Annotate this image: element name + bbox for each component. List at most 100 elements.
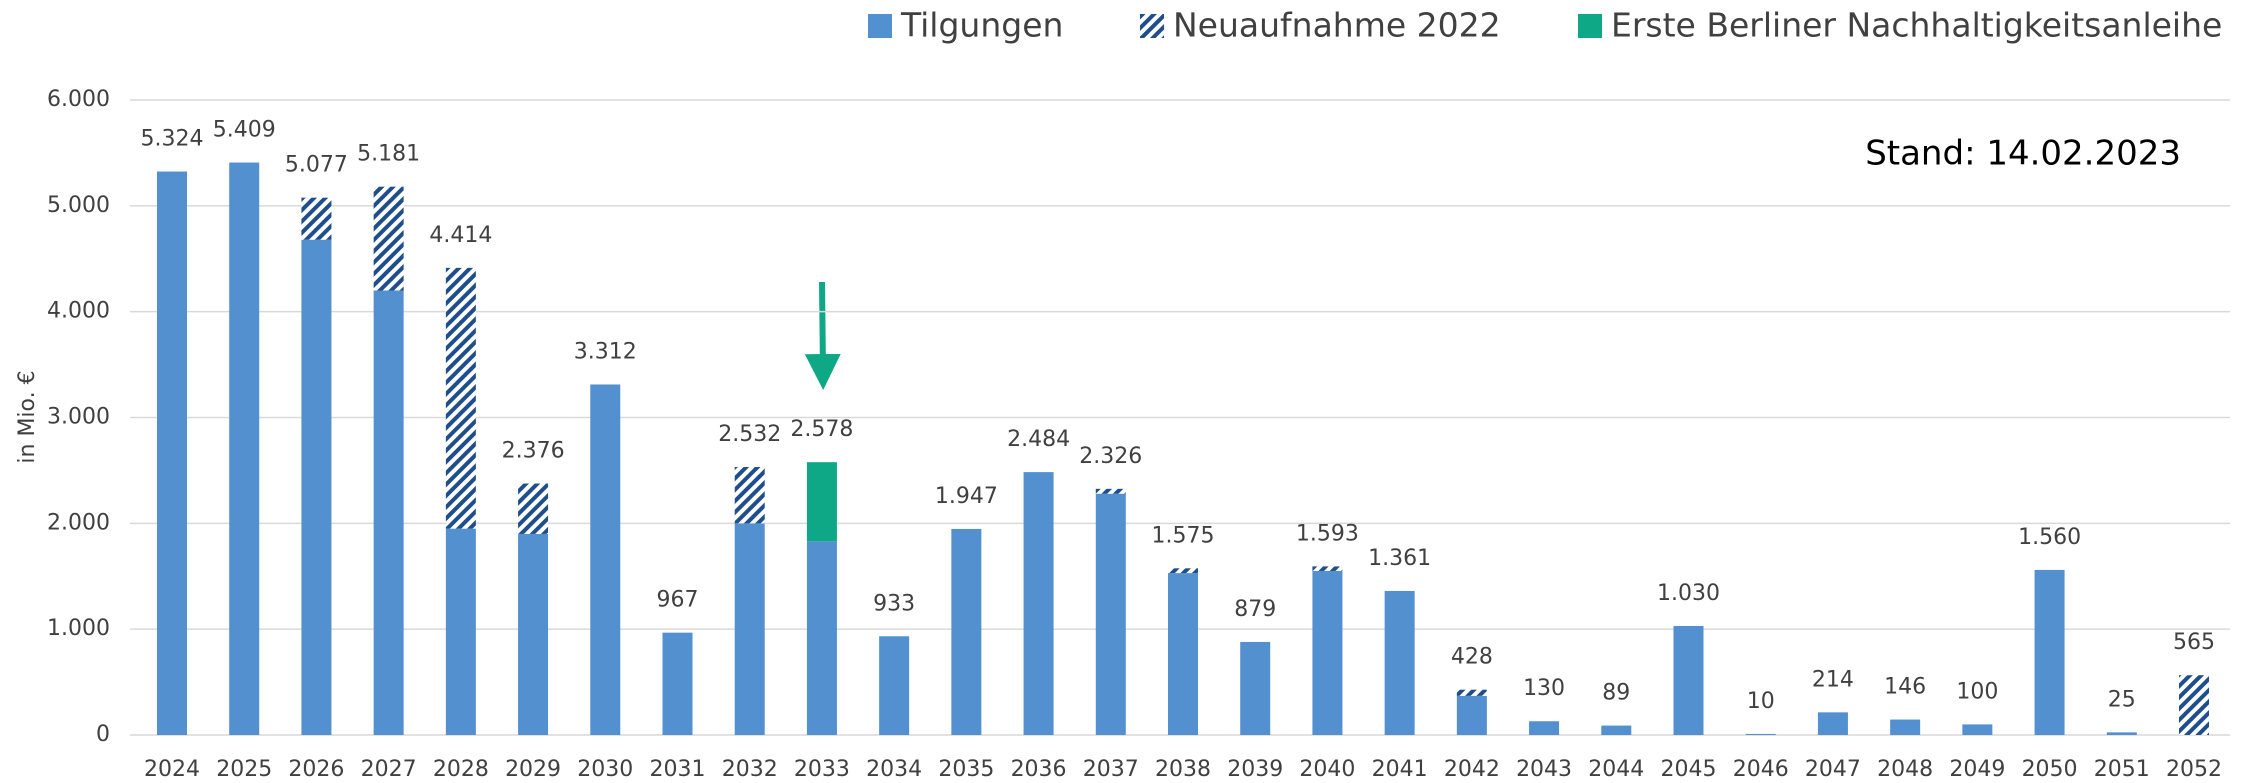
- legend-swatch: [868, 14, 892, 38]
- x-tick-label: 2031: [650, 757, 706, 782]
- legend-swatch: [1140, 14, 1164, 38]
- bar-segment: [806, 541, 837, 735]
- bar-segment: [734, 523, 765, 735]
- bar-segment: [879, 636, 910, 735]
- bar-segment: [1601, 725, 1632, 735]
- y-tick-label: 4.000: [47, 299, 110, 324]
- x-tick-label: 2032: [722, 757, 778, 782]
- x-tick-label: 2035: [938, 757, 994, 782]
- x-tick-label: 2038: [1155, 757, 1211, 782]
- bar-segment: [1745, 733, 1776, 735]
- total-label: 428: [1451, 645, 1493, 670]
- x-tick-label: 2025: [216, 757, 272, 782]
- total-label: 4.414: [429, 223, 492, 248]
- total-label: 1.947: [935, 484, 998, 509]
- total-label: 5.409: [213, 118, 276, 143]
- bar-segment: [445, 528, 476, 735]
- bar-segment: [1817, 712, 1848, 735]
- x-tick-label: 2046: [1733, 757, 1789, 782]
- bar-segment: [1312, 570, 1343, 735]
- bar-segment: [1023, 472, 1054, 735]
- x-tick-label: 2028: [433, 757, 489, 782]
- x-tick-label: 2037: [1083, 757, 1139, 782]
- total-label: 89: [1602, 681, 1630, 706]
- total-label: 1.361: [1368, 546, 1431, 571]
- total-label: 565: [2173, 630, 2215, 655]
- bar-segment: [951, 528, 982, 735]
- x-tick-label: 2040: [1299, 757, 1355, 782]
- x-tick-label: 2047: [1805, 757, 1861, 782]
- total-label: 2.578: [790, 417, 853, 442]
- bar-segment: [590, 384, 621, 735]
- total-label: 1.593: [1296, 521, 1359, 546]
- bar-segment: [1095, 488, 1126, 494]
- bar-segment: [1890, 719, 1921, 735]
- bar-segment: [2106, 732, 2137, 735]
- bar-segment: [662, 632, 693, 735]
- total-label: 933: [873, 591, 915, 616]
- legend-label: Tilgungen: [900, 6, 1063, 45]
- y-tick-label: 0: [96, 722, 110, 747]
- total-label: 1.030: [1657, 581, 1720, 606]
- legend-label: Erste Berliner Nachhaltigkeitsanleihe: [1611, 6, 2222, 45]
- x-tick-label: 2027: [361, 757, 417, 782]
- bar-segment: [1456, 695, 1487, 735]
- y-axis-label: in Mio. €: [15, 370, 40, 463]
- x-tick-label: 2039: [1227, 757, 1283, 782]
- bar-segment: [1168, 573, 1198, 735]
- bar-segment: [518, 483, 549, 534]
- bar-segment: [1095, 493, 1126, 735]
- bar-segment: [373, 186, 404, 291]
- legend-swatch: [1578, 14, 1602, 38]
- total-label: 967: [657, 588, 699, 613]
- bar-segment: [806, 462, 837, 542]
- x-tick-label: 2029: [505, 757, 561, 782]
- total-label: 1.575: [1152, 523, 1215, 548]
- total-label: 2.484: [1007, 427, 1070, 452]
- total-label: 2.376: [502, 439, 565, 464]
- x-tick-label: 2036: [1011, 757, 1067, 782]
- y-tick-label: 2.000: [47, 510, 110, 535]
- total-label: 100: [1956, 679, 1998, 704]
- x-tick-label: 2026: [288, 757, 344, 782]
- x-tick-label: 2024: [144, 757, 200, 782]
- total-label: 5.077: [285, 153, 348, 178]
- x-tick-label: 2033: [794, 757, 850, 782]
- x-tick-label: 2043: [1516, 757, 1572, 782]
- bar-segment: [445, 267, 476, 529]
- total-label: 879: [1234, 597, 1276, 622]
- bar-segment: [301, 197, 332, 240]
- x-tick-label: 2034: [866, 757, 922, 782]
- total-label: 5.181: [357, 142, 420, 167]
- total-label: 3.312: [574, 339, 637, 364]
- y-tick-label: 3.000: [47, 405, 110, 430]
- bar-segment: [1673, 625, 1704, 735]
- total-label: 2.532: [718, 422, 781, 447]
- bar-segment: [1312, 566, 1343, 571]
- x-tick-label: 2042: [1444, 757, 1500, 782]
- x-tick-label: 2049: [1949, 757, 2005, 782]
- total-label: 146: [1884, 675, 1926, 700]
- x-tick-label: 2051: [2094, 757, 2150, 782]
- annotation: Stand: 14.02.2023: [1865, 134, 2181, 174]
- total-label: 2.326: [1079, 444, 1142, 469]
- arrow: [804, 281, 841, 390]
- bar-segment: [1240, 641, 1271, 735]
- y-tick-label: 5.000: [47, 193, 110, 218]
- y-tick-label: 6.000: [47, 87, 110, 112]
- legend-label: Neuaufnahme 2022: [1173, 6, 1501, 45]
- bar-segment: [1456, 689, 1487, 696]
- bar-segment: [734, 467, 765, 524]
- y-tick-label: 1.000: [47, 616, 110, 641]
- bar-segment: [301, 239, 332, 735]
- total-label: 5.324: [141, 127, 204, 152]
- x-tick-label: 2052: [2166, 757, 2222, 782]
- total-label: 25: [2108, 687, 2136, 712]
- bar-segment: [1168, 568, 1198, 574]
- total-label: 130: [1523, 676, 1565, 701]
- x-tick-label: 2048: [1877, 757, 1933, 782]
- bar-segment: [1962, 724, 1993, 735]
- bar-segment: [157, 171, 187, 735]
- x-tick-label: 2041: [1372, 757, 1428, 782]
